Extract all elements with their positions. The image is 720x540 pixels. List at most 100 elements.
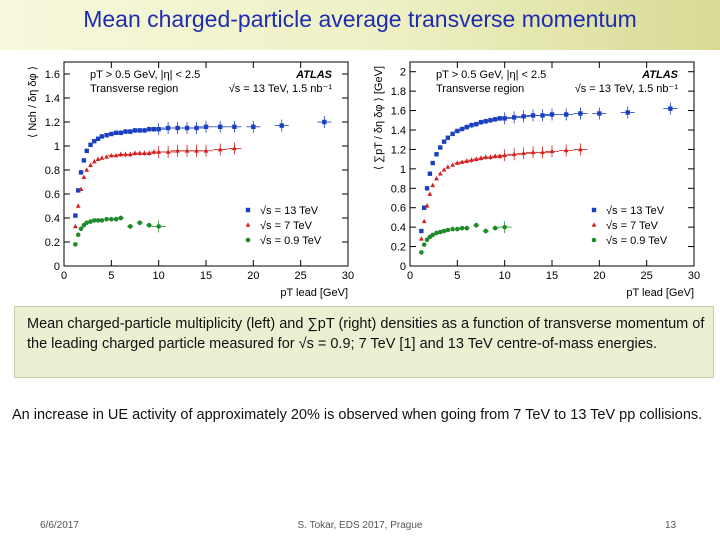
plot0-data-point xyxy=(78,226,84,232)
plot1-data-point xyxy=(625,110,630,115)
plot1-data-point xyxy=(469,157,474,162)
plot1-data-point xyxy=(419,228,424,234)
plot1-data-point xyxy=(497,153,503,159)
plot1-x-tick-label: 15 xyxy=(546,270,558,282)
plot0-data-point xyxy=(72,223,78,229)
footer-author: S. Tokar, EDS 2017, Prague xyxy=(297,520,423,531)
plot1-y-tick-label: 1.6 xyxy=(391,106,406,118)
title-bar: Mean charged-particle average transverse… xyxy=(0,0,720,50)
plot1-data-point xyxy=(597,111,602,116)
plot1-data-point xyxy=(427,191,433,196)
plot0-data-point xyxy=(322,119,327,125)
plot0-data-point xyxy=(99,218,105,223)
plot1-data-point xyxy=(493,117,498,122)
plot0-data-point xyxy=(73,213,78,218)
plot1-data-point xyxy=(473,222,479,228)
plot1-legend-marker-1 xyxy=(591,222,597,227)
plot0-data-point xyxy=(127,224,133,229)
plot0-data-point xyxy=(88,142,93,147)
plot1-x-tick-label: 25 xyxy=(641,270,653,282)
plot1-data-point xyxy=(459,126,465,132)
plot0-data-point xyxy=(217,147,223,152)
plot0-data-point xyxy=(91,218,97,223)
plot1-x-tick-label: 30 xyxy=(688,270,700,282)
plot1-data-point xyxy=(469,122,474,128)
plot1-data-point xyxy=(521,114,526,119)
plot1-y-tick-label: 0.4 xyxy=(391,222,406,234)
plot1-data-point xyxy=(540,113,545,118)
plot0-data-point xyxy=(137,220,143,226)
plot0-data-point xyxy=(73,242,78,247)
plot1-data-point xyxy=(578,146,583,152)
plot1-x-axis-label: pT lead [GeV] xyxy=(626,287,694,299)
page-number: 13 xyxy=(665,520,677,531)
plot0-data-point xyxy=(279,123,284,128)
plot0-data-point xyxy=(142,128,147,133)
plot0-data-point xyxy=(156,149,162,154)
plot0-data-point xyxy=(92,139,97,144)
plot1-data-point xyxy=(464,158,470,163)
plot0-x-tick-label: 25 xyxy=(295,270,307,282)
plot1-data-point xyxy=(521,150,526,156)
plot0-data-point xyxy=(95,156,101,161)
plot1-data-point xyxy=(488,154,493,159)
plot0-data-point xyxy=(78,170,84,175)
plot0-x-tick-label: 20 xyxy=(247,270,259,282)
plot1-data-point xyxy=(502,152,508,158)
plot0-data-point xyxy=(84,167,90,172)
plot0-legend-label-0: √s = 13 TeV xyxy=(260,205,319,217)
plot0-data-point xyxy=(146,150,152,155)
plot0-data-point xyxy=(84,148,89,153)
plot0-data-point xyxy=(142,150,147,155)
plot1-data-point xyxy=(511,151,517,157)
plot1-data-point xyxy=(437,229,443,235)
plot0-y-tick-label: 0.2 xyxy=(45,237,60,249)
plot1-data-point xyxy=(450,226,455,232)
plot1-data-point xyxy=(450,131,455,137)
plot1-data-point xyxy=(445,227,451,233)
plot1-data-point xyxy=(502,116,507,121)
plot1-data-point xyxy=(502,224,507,230)
plot1-data-point xyxy=(549,112,555,117)
plot1-x-tick-label: 5 xyxy=(454,270,460,282)
plot0-y-tick-label: 1.4 xyxy=(45,93,60,105)
plot1-data-point xyxy=(564,112,569,117)
plot0-data-point xyxy=(99,155,105,160)
plot0-data-point xyxy=(218,124,223,129)
plot1-data-point xyxy=(464,225,470,231)
plot1-data-point xyxy=(563,147,569,153)
plot0-data-point xyxy=(81,158,87,163)
plot0-x-axis-label: pT lead [GeV] xyxy=(280,287,348,299)
plot0-data-point xyxy=(175,125,180,131)
plot0-data-point xyxy=(232,145,237,151)
plot1-data-point xyxy=(421,242,427,247)
plot1-series-2 xyxy=(419,221,512,255)
plot0-x-tick-label: 15 xyxy=(200,270,212,282)
plot0-data-point xyxy=(95,218,101,223)
plot1-data-point xyxy=(464,124,469,130)
plot1-x-tick-label: 10 xyxy=(499,270,511,282)
plot0-series-2 xyxy=(73,215,166,247)
plot0-x-tick-label: 10 xyxy=(153,270,165,282)
plot1-annotation-cuts: pT > 0.5 GeV, |η| < 2.5 xyxy=(436,69,546,81)
plot0-data-point xyxy=(251,124,256,129)
plot1-data-point xyxy=(441,228,447,234)
plot1-data-point xyxy=(473,156,479,161)
plot1-x-tick-label: 20 xyxy=(593,270,605,282)
plot1-data-point xyxy=(474,121,479,127)
caption-box: Mean charged-particle multiplicity (left… xyxy=(14,306,714,378)
plot0-series-0 xyxy=(73,116,332,218)
plot0-data-point xyxy=(203,124,209,129)
plot0-data-point xyxy=(146,222,152,228)
plot0-y-tick-label: 1.6 xyxy=(45,69,60,81)
plot1-y-tick-label: 1 xyxy=(400,164,406,176)
plot0-data-point xyxy=(88,162,93,167)
plot0-y-tick-label: 0.6 xyxy=(45,189,60,201)
plot0-legend-label-1: √s = 7 TeV xyxy=(260,220,313,232)
plot0-legend-marker-1 xyxy=(245,222,251,227)
plot0-data-point xyxy=(84,220,90,226)
plot0-data-point xyxy=(118,151,124,157)
plot0-legend-marker-0 xyxy=(245,207,251,213)
plot0-data-point xyxy=(99,134,105,139)
sumpt-plot: 0 5 10 15 20 25 30 0 0.2 0.4 0.6 0.8 1 1.2 1.4 1.6 1.8 2 p… xyxy=(372,56,702,300)
